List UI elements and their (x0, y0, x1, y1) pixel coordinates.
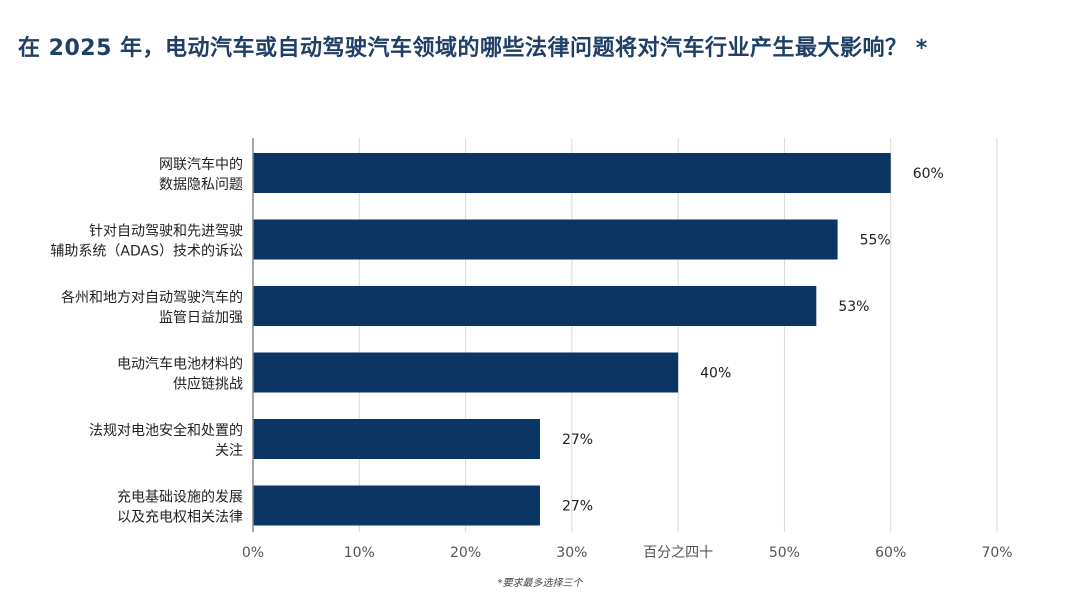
x-tick-label: 20% (450, 545, 481, 561)
bar (253, 153, 891, 193)
footnote: *要求最多选择三个 (497, 578, 583, 589)
x-tick-label: 百分之四十 (643, 545, 713, 561)
value-label: 53% (838, 299, 869, 315)
category-label: 法规对电池安全和处置的关注 (89, 422, 243, 459)
bar (253, 286, 817, 326)
bar (253, 419, 540, 459)
value-label: 40% (700, 366, 731, 382)
x-tick-labels: 0% 10% 20% 30% 百分之四十 50% 60% 70% (242, 545, 1013, 561)
category-label: 各州和地方对自动驾驶汽车的监管日益加强 (61, 289, 243, 326)
x-tick-label: 70% (981, 545, 1012, 561)
category-label: 充电基础设施的发展以及充电权相关法律 (117, 489, 243, 526)
value-label: 27% (562, 432, 593, 448)
bars (253, 153, 891, 526)
category-label: 网联汽车中的数据隐私问题 (159, 156, 243, 193)
x-tick-label: 0% (242, 545, 264, 561)
bar (253, 485, 540, 526)
x-tick-label: 30% (556, 545, 587, 561)
chart-title: 在 2025 年，电动汽车或自动驾驶汽车领域的哪些法律问题将对汽车行业产生最大影… (18, 36, 928, 61)
bar (253, 352, 679, 393)
value-label: 60% (913, 166, 944, 182)
x-tick-label: 50% (769, 545, 800, 561)
x-tick-label: 10% (344, 545, 375, 561)
x-tick-label: 60% (875, 545, 906, 561)
category-label: 电动汽车电池材料的供应链挑战 (117, 356, 243, 393)
category-label: 针对自动驾驶和先进驾驶辅助系统（ADAS）技术的诉讼 (50, 224, 243, 260)
bar (253, 219, 838, 260)
value-label: 55% (860, 233, 891, 249)
category-labels: 网联汽车中的数据隐私问题针对自动驾驶和先进驾驶辅助系统（ADAS）技术的诉讼各州… (50, 156, 243, 526)
value-label: 27% (562, 499, 593, 515)
grid-lines (358, 138, 998, 532)
value-labels: 60% 55% 53% 40% 27% 27% (562, 166, 944, 515)
